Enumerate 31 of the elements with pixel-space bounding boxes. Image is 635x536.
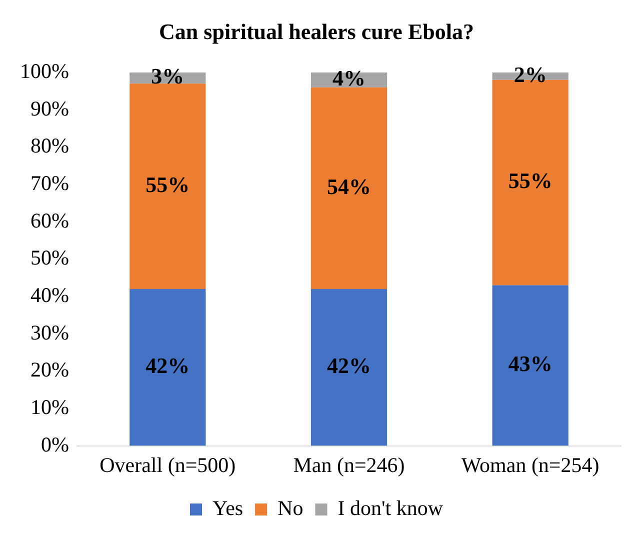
data-label: 43% [508, 351, 552, 376]
data-label: 42% [326, 353, 371, 378]
y-tick-label: 30% [30, 320, 69, 344]
data-label: 4% [332, 66, 366, 91]
data-label: 42% [146, 353, 190, 378]
y-tick-label: 90% [30, 96, 69, 120]
data-label: 54% [326, 174, 371, 199]
y-tick-label: 50% [30, 246, 69, 270]
legend-label: Yes [212, 496, 244, 520]
chart-title: Can spiritual healers cure Ebola? [159, 18, 474, 44]
x-tick-label: Man (n=246) [293, 452, 405, 477]
data-label: 3% [151, 64, 184, 89]
legend-label: No [278, 496, 304, 520]
legend-label: I don't know [338, 496, 444, 520]
data-label: 55% [146, 172, 190, 197]
x-tick-label: Woman (n=254) [461, 452, 600, 477]
data-label: 55% [508, 168, 552, 194]
bar [130, 288, 206, 446]
y-tick-label: 80% [30, 134, 69, 158]
y-tick-label: 20% [30, 358, 69, 382]
y-tick-label: 40% [30, 282, 69, 307]
bar [310, 288, 388, 446]
bar [310, 87, 388, 289]
y-tick-label: 10% [30, 394, 69, 419]
y-tick-label: 60% [30, 208, 69, 232]
y-tick-label: 100% [20, 58, 69, 83]
y-tick-label: 0% [40, 432, 69, 456]
x-tick-label: Overall (n=500) [100, 452, 236, 477]
y-tick-label: 70% [30, 170, 69, 195]
bar [130, 84, 206, 289]
bar [492, 285, 568, 446]
